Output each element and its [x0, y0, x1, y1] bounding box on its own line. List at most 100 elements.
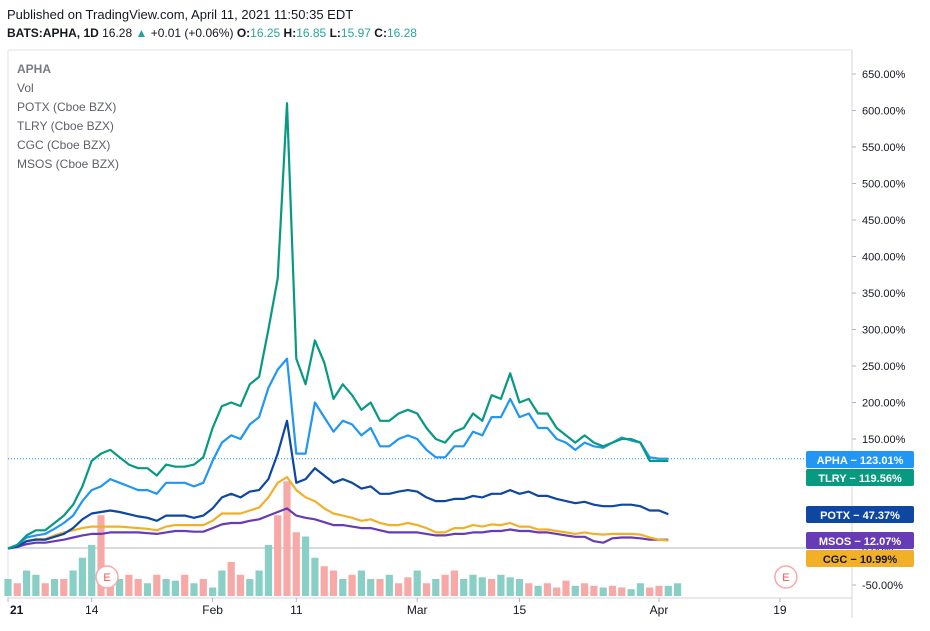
- volume-bar: [618, 587, 626, 596]
- x-tick-label: Mar: [407, 603, 428, 617]
- volume-bar: [395, 583, 403, 596]
- x-tick-label: Feb: [202, 603, 223, 617]
- volume-bar: [590, 585, 598, 596]
- x-tick-label: 19: [773, 603, 787, 617]
- volume-bar: [69, 570, 77, 596]
- high-value: 16.85: [296, 26, 327, 40]
- volume-bar: [13, 583, 21, 596]
- volume-bar: [506, 577, 514, 596]
- series-line-potx: [7, 419, 669, 550]
- volume-bar: [674, 583, 682, 596]
- price-tag-tlry: [806, 469, 914, 486]
- low-value: 15.97: [340, 26, 371, 40]
- close-label: C:: [374, 26, 387, 40]
- volume-bar: [553, 587, 561, 596]
- volume-bar: [88, 545, 96, 596]
- volume-bar: [274, 515, 282, 596]
- volume-bar: [209, 587, 217, 596]
- volume-bar: [60, 579, 68, 596]
- price-tag-msos: [806, 532, 914, 549]
- volume-bar: [320, 566, 328, 596]
- volume-bar: [227, 562, 235, 596]
- ohlc-line: BATS:APHA, 1D 16.28 ▲ +0.01 (+0.06%) O:1…: [7, 26, 417, 40]
- volume-bar: [385, 574, 393, 596]
- volume-bar: [608, 585, 617, 596]
- earnings-marker-label: E: [103, 572, 110, 584]
- x-tick-label: 14: [85, 603, 99, 617]
- volume-bar: [646, 587, 654, 596]
- volume-bar: [4, 579, 12, 596]
- open-value: 16.25: [250, 26, 281, 40]
- volume-bar: [367, 579, 375, 596]
- volume-bar: [571, 585, 579, 596]
- volume-bar: [218, 570, 226, 596]
- volume-bar: [283, 481, 291, 596]
- volume-bar: [41, 583, 49, 596]
- x-tick-label: 11: [290, 603, 303, 617]
- volume-bar: [181, 574, 189, 596]
- up-arrow-icon: ▲: [135, 26, 148, 40]
- low-label: L:: [329, 26, 341, 40]
- volume-bar: [469, 574, 477, 596]
- volume-bar: [190, 583, 198, 596]
- legend-item-apha[interactable]: APHA: [17, 62, 52, 76]
- volume-bar: [525, 583, 533, 596]
- price-tag-label-potx: POTX − 47.37%: [820, 510, 900, 522]
- volume-bar: [404, 577, 412, 596]
- y-tick-label: 200.00%: [862, 398, 906, 410]
- volume-bar: [143, 583, 152, 596]
- volume-bar: [134, 579, 142, 596]
- volume-bar: [441, 574, 449, 596]
- price-tag-cgc: [806, 550, 914, 567]
- volume-bar: [413, 570, 421, 596]
- earnings-marker-label: E: [782, 572, 789, 584]
- y-tick-label: 350.00%: [862, 288, 906, 300]
- legend-item-vol[interactable]: Vol: [17, 81, 34, 95]
- volume-bar: [562, 580, 570, 596]
- volume-bar: [125, 574, 133, 596]
- y-tick-label: 300.00%: [862, 325, 906, 337]
- volume-bar: [599, 587, 607, 596]
- legend-item-msos[interactable]: MSOS (Cboe BZX): [17, 157, 120, 171]
- volume-bar: [515, 579, 524, 596]
- volume-bar: [153, 574, 161, 596]
- series-line-msos: [7, 507, 669, 550]
- volume-bar: [460, 579, 468, 596]
- volume-bar: [534, 585, 542, 596]
- volume-bar: [23, 570, 31, 596]
- price-tag-label-msos: MSOS − 12.07%: [819, 536, 901, 548]
- high-label: H:: [283, 26, 297, 40]
- legend-item-potx[interactable]: POTX (Cboe BZX): [17, 100, 117, 114]
- price-change: +0.01 (+0.06%): [150, 26, 234, 40]
- series-line-cgc: [7, 475, 669, 550]
- price-tag-label-apha: APHA − 123.01%: [817, 455, 904, 467]
- x-tick-label: 15: [513, 603, 527, 617]
- volume-bar: [655, 585, 663, 596]
- volume-bar: [478, 577, 486, 596]
- y-tick-label: 250.00%: [862, 361, 906, 373]
- volume-bar: [664, 585, 672, 596]
- legend: APHA Vol POTX (Cboe BZX) TLRY (Cboe BZX)…: [17, 60, 119, 174]
- volume-bar: [162, 579, 170, 596]
- volume-bar: [246, 579, 254, 596]
- volume-bar: [97, 515, 105, 596]
- volume-bar: [236, 574, 245, 596]
- volume-bar: [339, 579, 347, 596]
- last-price: 16.28: [102, 26, 133, 40]
- volume-bar: [450, 570, 458, 596]
- symbol[interactable]: BATS:APHA, 1D: [7, 26, 99, 40]
- volume-bar: [348, 574, 356, 596]
- volume-bar: [302, 536, 310, 596]
- y-tick-label: 400.00%: [862, 252, 906, 264]
- volume-bar: [116, 579, 124, 596]
- legend-item-tlry[interactable]: TLRY (Cboe BZX): [17, 119, 114, 133]
- volume-bar: [32, 574, 40, 596]
- price-tag-label-cgc: CGC − 10.99%: [823, 554, 898, 566]
- close-value: 16.28: [386, 26, 417, 40]
- volume-bar: [376, 579, 384, 596]
- volume-bar: [636, 583, 644, 596]
- earnings-marker: [774, 565, 798, 589]
- legend-item-cgc[interactable]: CGC (Cboe BZX): [17, 138, 111, 152]
- x-tick-label: 21: [10, 603, 24, 617]
